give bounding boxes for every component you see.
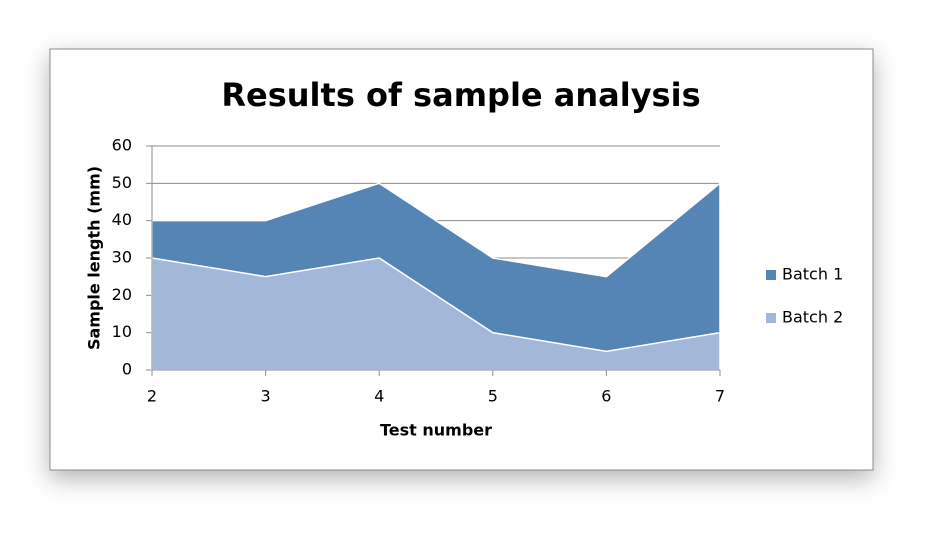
x-tick-label: 4 (374, 387, 384, 406)
y-tick-label: 10 (112, 322, 132, 341)
y-tick-label: 0 (122, 360, 132, 379)
legend-label: Batch 2 (782, 308, 843, 327)
y-tick-label: 30 (112, 248, 132, 267)
x-tick-label: 7 (715, 387, 725, 406)
y-axis-label: Sample length (mm) (85, 166, 104, 350)
y-tick-label: 40 (112, 210, 132, 229)
x-tick-label: 6 (601, 387, 611, 406)
y-tick-label: 20 (112, 285, 132, 304)
x-axis-label: Test number (380, 421, 492, 440)
legend-swatch (766, 313, 776, 323)
x-tick-label: 3 (261, 387, 271, 406)
chart-title: Results of sample analysis (221, 76, 700, 114)
y-tick-label: 60 (112, 136, 132, 155)
y-tick-label: 50 (112, 173, 132, 192)
x-tick-label: 2 (147, 387, 157, 406)
legend-label: Batch 1 (782, 265, 843, 284)
legend-swatch (766, 270, 776, 280)
x-tick-label: 5 (488, 387, 498, 406)
